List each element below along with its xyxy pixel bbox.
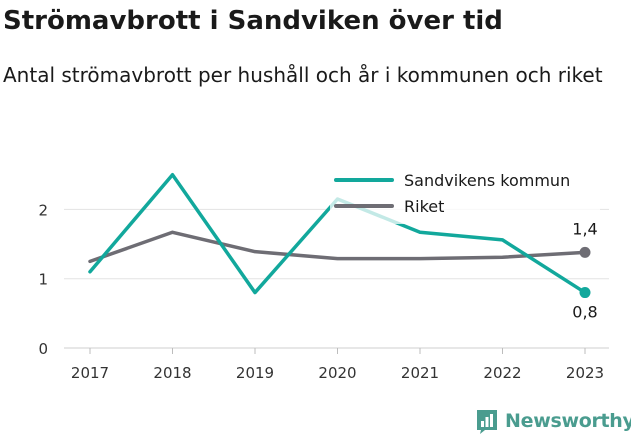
bar-chart-icon: [475, 408, 499, 434]
y-tick-label: 2: [38, 201, 48, 219]
x-tick-label: 2020: [318, 364, 356, 382]
x-tick-label: 2021: [401, 364, 439, 382]
legend-background: [330, 164, 600, 224]
line-chart: 0 1 2 2017 2018 2019 2020 2021 2022 2023 Sandviken…: [38, 164, 609, 382]
x-tick-label: 2019: [236, 364, 274, 382]
end-value-label: 0,8: [572, 303, 597, 322]
x-tick-label: 2023: [566, 364, 604, 382]
y-tick-label: 0: [38, 340, 48, 358]
newsworthy-logo: Newsworthy: [475, 406, 631, 436]
legend-label: Riket: [404, 197, 444, 216]
y-tick-label: 1: [38, 271, 48, 289]
x-tick-label: 2017: [71, 364, 109, 382]
chart-subtitle: Antal strömavbrott per hushåll och år i …: [3, 63, 603, 87]
x-tick-label: 2018: [153, 364, 191, 382]
chart-title: Strömavbrott i Sandviken över tid: [3, 6, 503, 36]
legend-label: Sandvikens kommun: [404, 171, 570, 190]
brand-name: Newsworthy: [505, 410, 631, 432]
end-point-marker: [579, 246, 591, 258]
series-line-riket: [88, 230, 587, 264]
end-point-marker: [579, 287, 591, 299]
end-value-label: 1,4: [572, 219, 597, 238]
x-tick-label: 2022: [483, 364, 521, 382]
